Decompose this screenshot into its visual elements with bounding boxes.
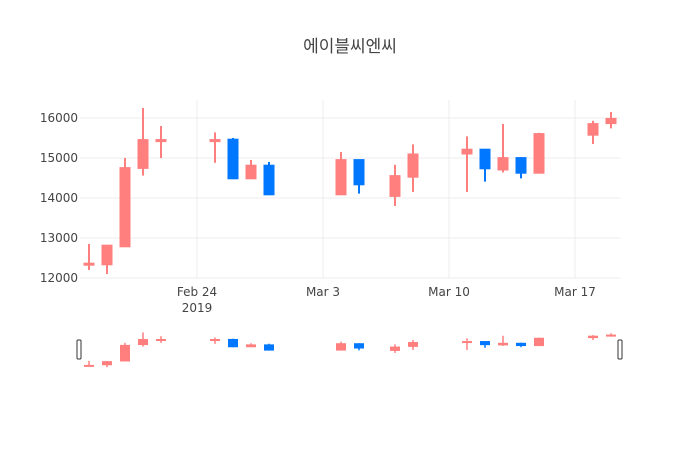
candle[interactable]: [389, 164, 401, 206]
candle[interactable]: [101, 244, 113, 274]
candle[interactable]: [335, 152, 347, 196]
candle[interactable]: [245, 160, 257, 180]
candle[interactable]: [137, 108, 149, 176]
candle[interactable]: [533, 132, 545, 174]
y-tick-label: 13000: [40, 231, 78, 245]
x-tick-year: 2019: [182, 301, 213, 315]
candle[interactable]: [83, 244, 95, 270]
x-axis: Feb 24 2019 Mar 3 Mar 10 Mar 17: [177, 285, 596, 315]
range-slider-right-handle[interactable]: [617, 339, 623, 360]
y-tick-label: 15000: [40, 151, 78, 165]
candle[interactable]: [155, 126, 167, 158]
x-tick-label: Mar 3: [306, 285, 340, 299]
candle[interactable]: [587, 120, 599, 144]
candle[interactable]: [353, 159, 365, 194]
candle[interactable]: [497, 124, 509, 173]
candle[interactable]: [209, 132, 221, 163]
candle[interactable]: [461, 136, 473, 192]
candle[interactable]: [263, 162, 275, 196]
range-slider-left-handle[interactable]: [76, 339, 82, 360]
candle[interactable]: [479, 148, 491, 182]
candle[interactable]: [515, 157, 527, 179]
candle[interactable]: [227, 138, 239, 180]
candle[interactable]: [605, 112, 617, 129]
y-tick-label: 16000: [40, 111, 78, 125]
candle[interactable]: [119, 158, 131, 248]
x-tick-label: Mar 17: [554, 285, 596, 299]
y-tick-label: 14000: [40, 191, 78, 205]
gridlines: [80, 100, 620, 279]
range-slider[interactable]: [76, 332, 623, 368]
x-tick-label: Feb 24: [177, 285, 217, 299]
chart-title: 에이블씨엔씨: [303, 37, 397, 57]
x-tick-label: Mar 10: [428, 285, 470, 299]
candles[interactable]: [83, 108, 617, 274]
y-tick-label: 12000: [40, 271, 78, 285]
candle[interactable]: [407, 144, 419, 192]
y-axis: 12000 13000 14000 15000 16000: [40, 111, 78, 285]
